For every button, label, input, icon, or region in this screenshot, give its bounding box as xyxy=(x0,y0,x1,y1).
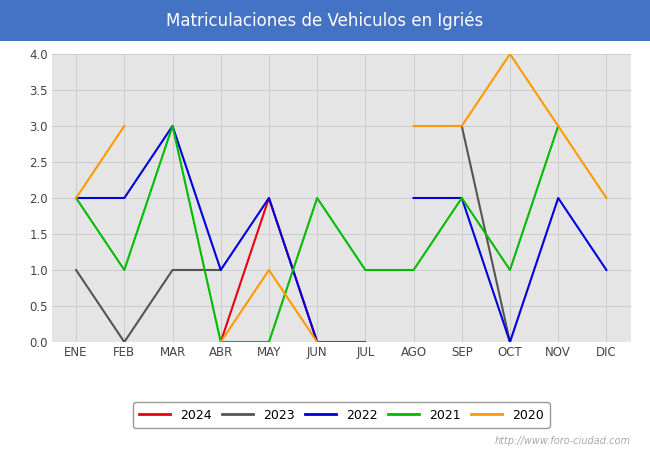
Line: 2021: 2021 xyxy=(76,126,558,342)
2021 xyxy=(410,267,417,273)
2022 xyxy=(72,195,80,201)
2021 xyxy=(72,195,80,201)
2021 xyxy=(120,267,128,273)
2021 xyxy=(554,123,562,129)
2022 xyxy=(217,267,225,273)
2021 xyxy=(168,123,176,129)
Line: 2022: 2022 xyxy=(76,126,317,342)
2021 xyxy=(458,195,465,201)
2021 xyxy=(217,339,225,345)
Legend: 2024, 2023, 2022, 2021, 2020: 2024, 2023, 2022, 2021, 2020 xyxy=(133,402,550,428)
2020 xyxy=(120,123,128,129)
Line: 2024: 2024 xyxy=(221,198,317,342)
2023 xyxy=(217,267,225,273)
2023 xyxy=(120,339,128,345)
2021 xyxy=(265,339,273,345)
2022 xyxy=(120,195,128,201)
2021 xyxy=(361,267,369,273)
2022 xyxy=(168,123,176,129)
2021 xyxy=(506,267,514,273)
2024 xyxy=(265,195,273,201)
Text: http://www.foro-ciudad.com: http://www.foro-ciudad.com xyxy=(495,436,630,446)
2024 xyxy=(313,339,321,345)
2024 xyxy=(217,339,225,345)
2023 xyxy=(168,267,176,273)
Line: 2023: 2023 xyxy=(76,270,221,342)
2020 xyxy=(72,195,80,201)
2023 xyxy=(72,267,80,273)
Line: 2020: 2020 xyxy=(76,126,124,198)
2022 xyxy=(265,195,273,201)
Text: Matriculaciones de Vehiculos en Igriés: Matriculaciones de Vehiculos en Igriés xyxy=(166,11,484,30)
2022 xyxy=(313,339,321,345)
2021 xyxy=(313,195,321,201)
